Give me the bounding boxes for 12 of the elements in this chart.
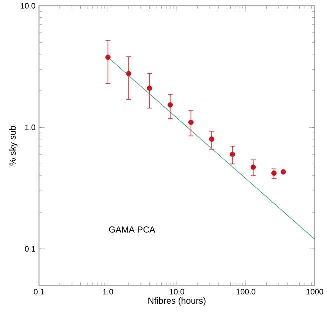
point	[106, 54, 111, 60]
point	[147, 86, 152, 92]
point	[250, 164, 256, 170]
point	[230, 152, 236, 158]
point	[272, 170, 277, 176]
point	[168, 102, 174, 108]
annotation: GAMA PCA	[109, 226, 156, 233]
point	[209, 136, 215, 142]
point	[126, 71, 132, 76]
point	[188, 120, 194, 126]
x-axis-title: Nfibres (hours)	[148, 298, 206, 306]
y-axis-title: % sky sub	[9, 126, 18, 166]
